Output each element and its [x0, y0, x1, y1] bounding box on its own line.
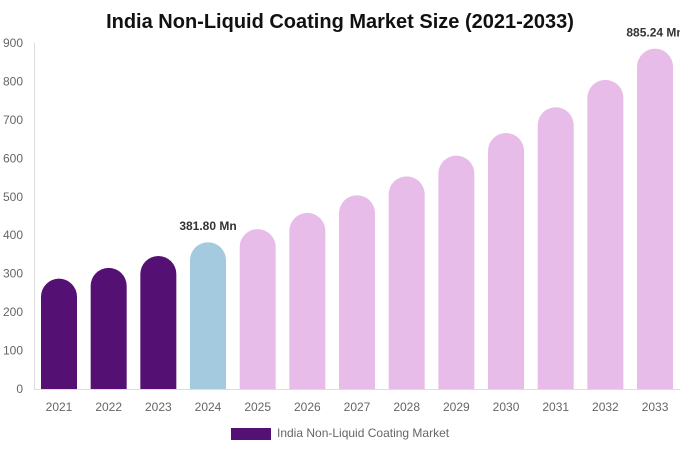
bar-2026: [289, 212, 326, 389]
x-tick-label: 2022: [95, 400, 122, 414]
y-tick-label: 300: [3, 267, 23, 281]
bar-2024: [190, 242, 227, 389]
y-tick-label: 900: [3, 36, 23, 50]
bar-2033: [637, 48, 674, 389]
x-tick-label: 2031: [542, 400, 569, 414]
bar-2027: [339, 195, 376, 389]
legend: India Non-Liquid Coating Market: [231, 426, 450, 440]
x-tick-label: 2021: [46, 400, 73, 414]
x-tick-label: 2024: [195, 400, 222, 414]
x-tick-label: 2029: [443, 400, 470, 414]
x-tick-label: 2032: [592, 400, 619, 414]
x-tick-label: 2033: [642, 400, 669, 414]
bar-2029: [438, 155, 475, 389]
x-tick-label: 2028: [393, 400, 420, 414]
chart-title: India Non-Liquid Coating Market Size (20…: [106, 11, 574, 33]
x-tick-label: 2027: [344, 400, 371, 414]
x-tick-label: 2023: [145, 400, 172, 414]
y-tick-label: 400: [3, 228, 23, 242]
y-tick-label: 700: [3, 113, 23, 127]
bar-2031: [537, 107, 574, 389]
bar-2032: [587, 79, 624, 389]
legend-swatch: [231, 428, 271, 440]
bar-2023: [140, 255, 177, 389]
y-tick-label: 600: [3, 151, 23, 165]
x-tick-label: 2026: [294, 400, 321, 414]
y-tick-label: 100: [3, 344, 23, 358]
y-tick-label: 500: [3, 190, 23, 204]
y-tick-label: 800: [3, 74, 23, 88]
x-tick-label: 2025: [244, 400, 271, 414]
data-label: 381.80 Mn: [179, 219, 236, 233]
data-label: 885.24 Mn: [626, 26, 680, 40]
legend-label: India Non-Liquid Coating Market: [277, 426, 450, 440]
bar-2025: [239, 229, 276, 389]
x-tick-label: 2030: [493, 400, 520, 414]
y-tick-label: 200: [3, 305, 23, 319]
bar-2021: [41, 278, 77, 389]
bar-2028: [388, 176, 425, 389]
bar-2030: [488, 132, 525, 389]
y-tick-label: 0: [16, 382, 23, 396]
bar-2022: [90, 267, 127, 389]
